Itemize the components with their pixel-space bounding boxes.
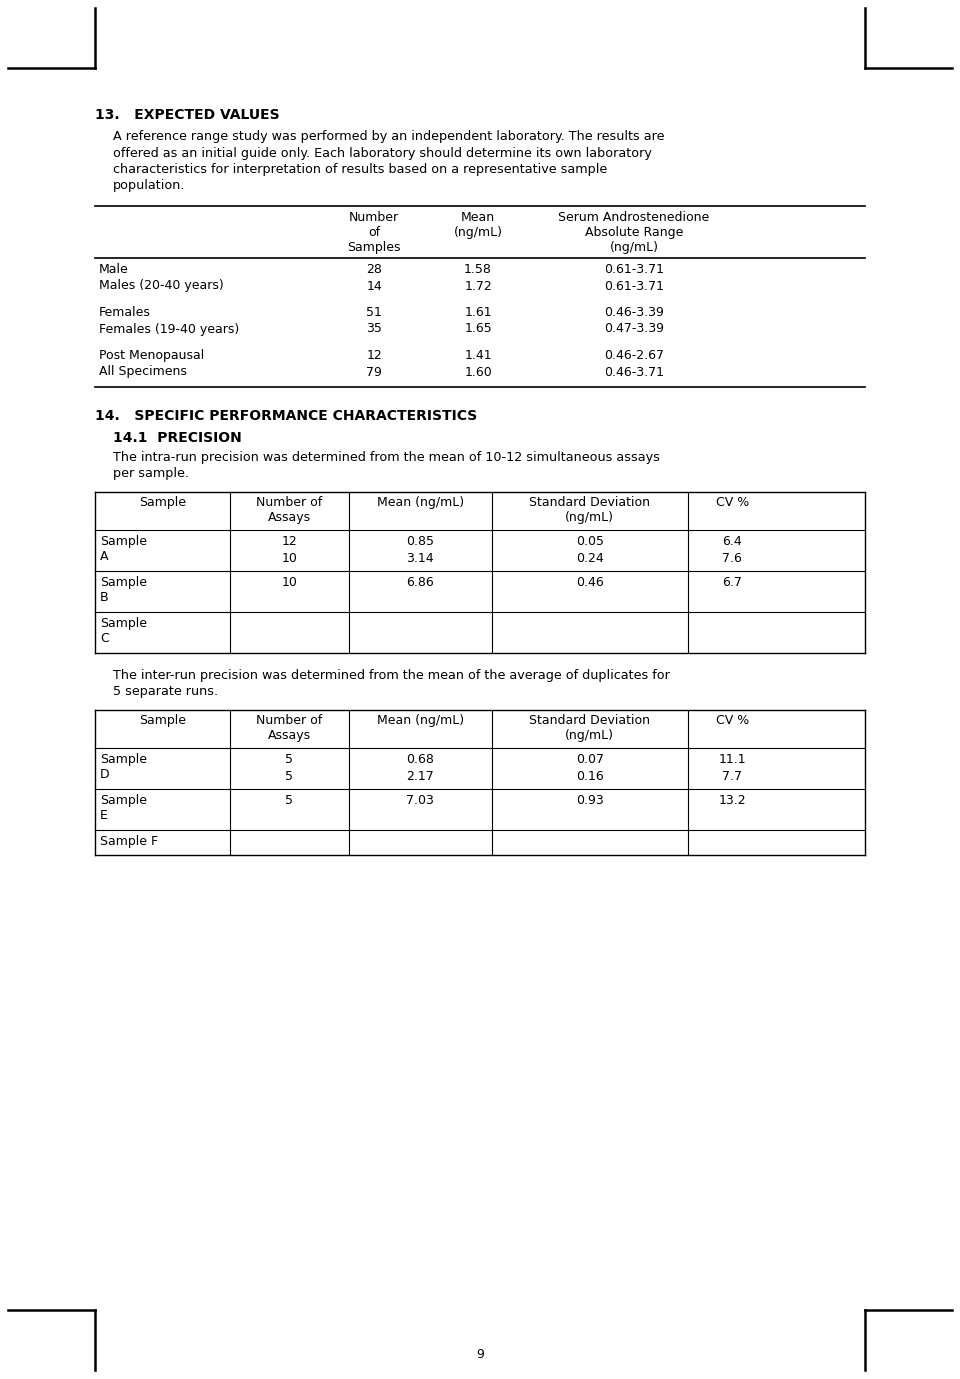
Text: 5: 5 xyxy=(285,794,294,807)
Text: 0.93: 0.93 xyxy=(576,794,604,807)
Text: 51: 51 xyxy=(366,306,382,319)
Text: Mean (ng/mL): Mean (ng/mL) xyxy=(376,496,464,509)
Text: Standard Deviation
(ng/mL): Standard Deviation (ng/mL) xyxy=(529,496,650,524)
Text: 0.61-3.71: 0.61-3.71 xyxy=(604,280,664,292)
Text: 14: 14 xyxy=(367,280,382,292)
Text: 12: 12 xyxy=(281,535,298,547)
Text: 1.41: 1.41 xyxy=(465,349,492,363)
Text: 0.16: 0.16 xyxy=(576,769,604,782)
Text: 1.60: 1.60 xyxy=(465,365,492,378)
Text: 6.7: 6.7 xyxy=(722,576,742,589)
Text: 5: 5 xyxy=(285,753,294,765)
Text: Females (19-40 years): Females (19-40 years) xyxy=(99,323,239,335)
Text: 7.6: 7.6 xyxy=(722,552,742,564)
Text: offered as an initial guide only. Each laboratory should determine its own labor: offered as an initial guide only. Each l… xyxy=(113,146,652,160)
Text: Sample: Sample xyxy=(139,714,186,727)
Text: 7.7: 7.7 xyxy=(722,769,742,782)
Text: CV %: CV % xyxy=(715,496,749,509)
Text: Sample
C: Sample C xyxy=(100,616,147,645)
Text: Number
of
Samples: Number of Samples xyxy=(348,211,401,254)
Text: Number of
Assays: Number of Assays xyxy=(256,714,323,742)
Text: 0.47-3.39: 0.47-3.39 xyxy=(604,323,664,335)
Text: Mean (ng/mL): Mean (ng/mL) xyxy=(376,714,464,727)
Text: 0.61-3.71: 0.61-3.71 xyxy=(604,263,664,276)
Text: 0.07: 0.07 xyxy=(576,753,604,765)
Text: Sample
E: Sample E xyxy=(100,794,147,822)
Text: Number of
Assays: Number of Assays xyxy=(256,496,323,524)
Text: 5 separate runs.: 5 separate runs. xyxy=(113,685,218,699)
Text: 0.46-3.71: 0.46-3.71 xyxy=(604,365,664,378)
Text: Sample
A: Sample A xyxy=(100,535,147,563)
Text: 10: 10 xyxy=(281,552,298,564)
Text: 1.61: 1.61 xyxy=(465,306,492,319)
Text: CV %: CV % xyxy=(715,714,749,727)
Text: 9: 9 xyxy=(476,1349,484,1361)
Text: 0.46-2.67: 0.46-2.67 xyxy=(604,349,664,363)
Text: All Specimens: All Specimens xyxy=(99,365,187,378)
Text: 6.86: 6.86 xyxy=(406,576,434,589)
Text: 0.24: 0.24 xyxy=(576,552,604,564)
Text: 12: 12 xyxy=(367,349,382,363)
Text: A reference range study was performed by an independent laboratory. The results : A reference range study was performed by… xyxy=(113,130,664,143)
Text: characteristics for interpretation of results based on a representative sample: characteristics for interpretation of re… xyxy=(113,163,608,177)
Text: Standard Deviation
(ng/mL): Standard Deviation (ng/mL) xyxy=(529,714,650,742)
Text: Sample F: Sample F xyxy=(100,836,158,848)
Text: 1.72: 1.72 xyxy=(465,280,492,292)
Text: 14.1  PRECISION: 14.1 PRECISION xyxy=(113,432,242,445)
Text: 0.85: 0.85 xyxy=(406,535,434,547)
Text: 3.14: 3.14 xyxy=(406,552,434,564)
Text: 6.4: 6.4 xyxy=(722,535,742,547)
Text: 7.03: 7.03 xyxy=(406,794,434,807)
Text: Serum Androstenedione
Absolute Range
(ng/mL): Serum Androstenedione Absolute Range (ng… xyxy=(559,211,709,254)
Text: 79: 79 xyxy=(366,365,382,378)
Text: 13.   EXPECTED VALUES: 13. EXPECTED VALUES xyxy=(95,108,279,121)
Text: 0.68: 0.68 xyxy=(406,753,434,765)
Text: population.: population. xyxy=(113,179,185,193)
Text: Sample
D: Sample D xyxy=(100,753,147,781)
Text: 1.58: 1.58 xyxy=(464,263,492,276)
Text: Post Menopausal: Post Menopausal xyxy=(99,349,204,363)
Text: 35: 35 xyxy=(366,323,382,335)
Text: 0.05: 0.05 xyxy=(576,535,604,547)
Text: 1.65: 1.65 xyxy=(465,323,492,335)
Text: 28: 28 xyxy=(366,263,382,276)
Text: 2.17: 2.17 xyxy=(406,769,434,782)
Text: 11.1: 11.1 xyxy=(718,753,746,765)
Text: Male: Male xyxy=(99,263,129,276)
Text: 14.   SPECIFIC PERFORMANCE CHARACTERISTICS: 14. SPECIFIC PERFORMANCE CHARACTERISTICS xyxy=(95,410,477,423)
Text: The intra-run precision was determined from the mean of 10-12 simultaneous assay: The intra-run precision was determined f… xyxy=(113,451,660,463)
Text: 0.46: 0.46 xyxy=(576,576,604,589)
Text: Males (20-40 years): Males (20-40 years) xyxy=(99,280,224,292)
Text: Sample
B: Sample B xyxy=(100,576,147,604)
Text: 13.2: 13.2 xyxy=(718,794,746,807)
Text: 5: 5 xyxy=(285,769,294,782)
Text: Mean
(ng/mL): Mean (ng/mL) xyxy=(453,211,503,239)
Text: 10: 10 xyxy=(281,576,298,589)
Text: Sample: Sample xyxy=(139,496,186,509)
Text: Females: Females xyxy=(99,306,151,319)
Text: The inter-run precision was determined from the mean of the average of duplicate: The inter-run precision was determined f… xyxy=(113,669,670,683)
Text: per sample.: per sample. xyxy=(113,467,189,480)
Text: 0.46-3.39: 0.46-3.39 xyxy=(604,306,664,319)
